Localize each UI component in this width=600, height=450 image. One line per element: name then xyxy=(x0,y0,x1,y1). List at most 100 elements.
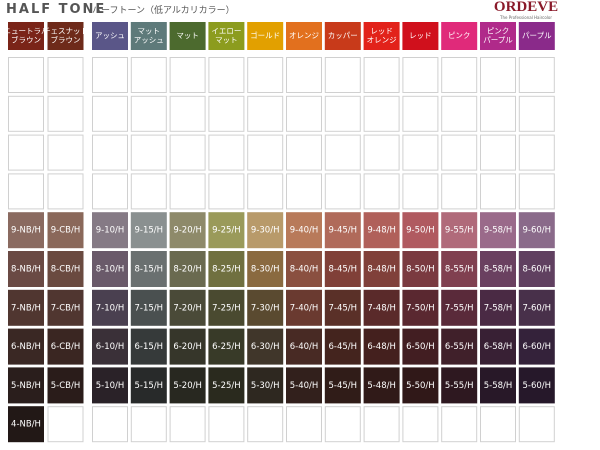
empty-cell xyxy=(208,173,245,210)
swatch xyxy=(402,328,439,365)
empty-cell xyxy=(247,406,284,443)
swatch-label: 9-45/H xyxy=(329,226,358,236)
column-header-label: ピンク xyxy=(448,31,471,40)
subtitle: ハーフトーン（低アルカリカラー） xyxy=(92,4,235,16)
swatch xyxy=(169,289,206,326)
column-header-label: パープル xyxy=(483,36,513,45)
swatch-label: 9-20/H xyxy=(173,226,202,236)
empty-cell xyxy=(480,95,516,132)
empty-cell xyxy=(286,173,322,210)
swatch xyxy=(169,328,206,365)
swatch-label: 7-CB/H xyxy=(51,303,81,313)
swatch-label: 8-58/H xyxy=(484,265,513,275)
column-header-label: イエロー xyxy=(211,27,241,36)
empty-cell xyxy=(402,57,439,93)
swatch xyxy=(286,212,322,249)
empty-cell xyxy=(8,95,44,132)
swatch-label: 6-15/H xyxy=(135,342,164,352)
swatch xyxy=(247,251,284,287)
empty-cell xyxy=(169,173,206,210)
swatch xyxy=(47,367,84,404)
empty-cell xyxy=(480,173,516,210)
swatch xyxy=(518,251,555,287)
swatch xyxy=(92,367,128,404)
swatch xyxy=(130,251,167,287)
column-header xyxy=(324,22,361,50)
swatch-label: 5-15/H xyxy=(135,381,164,391)
column-header xyxy=(92,22,128,50)
column-header-label: カッパー xyxy=(328,31,358,40)
swatch-label: 5-20/H xyxy=(173,381,202,391)
swatch xyxy=(518,367,555,404)
column-header-label: ニュートラル xyxy=(4,27,49,36)
swatch-label: 9-50/H xyxy=(406,226,435,236)
column-header xyxy=(402,22,439,50)
swatch-label: 6-55/H xyxy=(445,342,474,352)
swatch-label: 6-60/H xyxy=(523,342,552,352)
swatch-label: 6-40/H xyxy=(290,342,319,352)
swatch-label: 6-NB/H xyxy=(11,342,41,352)
column-header xyxy=(208,22,245,50)
swatch xyxy=(92,251,128,287)
empty-cell xyxy=(169,406,206,443)
swatch xyxy=(92,289,128,326)
empty-cell xyxy=(208,134,245,171)
empty-cell xyxy=(169,57,206,93)
swatch-label: 9-NB/H xyxy=(11,226,41,236)
swatch xyxy=(130,328,167,365)
swatch xyxy=(130,367,167,404)
swatch xyxy=(92,212,128,249)
swatch xyxy=(208,289,245,326)
empty-cell xyxy=(92,406,128,443)
column-header-label: レッド xyxy=(370,27,393,36)
swatch xyxy=(247,212,284,249)
swatch-label: 8-20/H xyxy=(173,265,202,275)
swatch-label: 9-CB/H xyxy=(51,226,81,236)
empty-cell xyxy=(208,95,245,132)
column-header-label: アッシュ xyxy=(95,31,125,40)
swatch-label: 6-58/H xyxy=(484,342,513,352)
empty-cell xyxy=(8,57,44,93)
empty-cell xyxy=(130,134,167,171)
empty-cell xyxy=(518,57,555,93)
swatch-label: 8-48/H xyxy=(367,265,396,275)
empty-cell xyxy=(480,406,516,443)
empty-cell xyxy=(92,95,128,132)
swatch xyxy=(402,367,439,404)
empty-cell xyxy=(324,57,361,93)
column-header xyxy=(286,22,322,50)
swatch xyxy=(208,212,245,249)
swatch xyxy=(92,328,128,365)
empty-cell xyxy=(247,95,284,132)
empty-cell xyxy=(47,173,84,210)
swatch-label: 7-60/H xyxy=(523,303,552,313)
empty-cell xyxy=(363,406,400,443)
swatch xyxy=(286,289,322,326)
empty-cell xyxy=(518,173,555,210)
empty-cell xyxy=(169,134,206,171)
swatch xyxy=(518,328,555,365)
empty-cell xyxy=(363,134,400,171)
empty-cell xyxy=(130,173,167,210)
swatch xyxy=(47,251,84,287)
swatch-label: 9-55/H xyxy=(445,226,474,236)
swatch xyxy=(169,212,206,249)
swatch-label: 5-60/H xyxy=(523,381,552,391)
swatch xyxy=(324,367,361,404)
empty-cell xyxy=(480,134,516,171)
swatch-label: 7-58/H xyxy=(484,303,513,313)
empty-cell xyxy=(47,406,84,443)
swatch xyxy=(47,289,84,326)
swatch xyxy=(402,251,439,287)
swatch xyxy=(286,367,322,404)
swatch xyxy=(8,212,44,249)
swatch xyxy=(247,367,284,404)
column-header-label: オレンジ xyxy=(289,31,319,40)
swatch-label: 7-45/H xyxy=(329,303,358,313)
empty-cell xyxy=(518,134,555,171)
swatch xyxy=(363,251,400,287)
empty-cell xyxy=(47,134,84,171)
column-header-label: マット xyxy=(138,27,161,36)
title: HALF TONE xyxy=(6,2,106,17)
